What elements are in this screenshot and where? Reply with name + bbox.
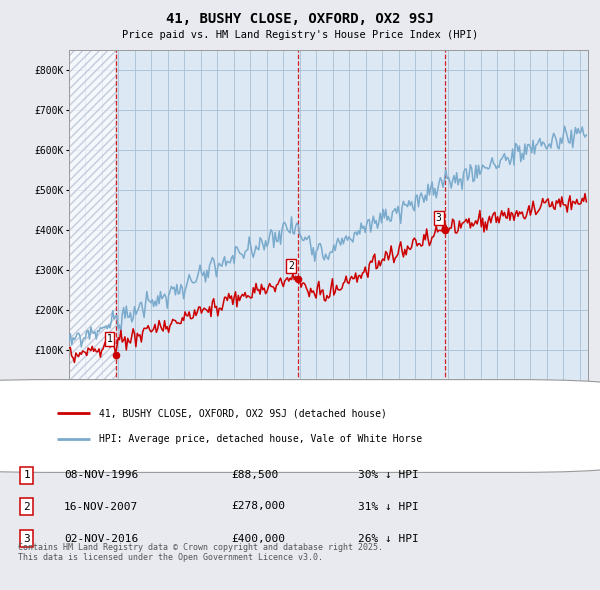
Text: 1: 1 bbox=[107, 334, 112, 344]
Text: 41, BUSHY CLOSE, OXFORD, OX2 9SJ: 41, BUSHY CLOSE, OXFORD, OX2 9SJ bbox=[166, 12, 434, 26]
Text: 30% ↓ HPI: 30% ↓ HPI bbox=[358, 470, 418, 480]
FancyBboxPatch shape bbox=[0, 379, 600, 473]
Text: 08-NOV-1996: 08-NOV-1996 bbox=[64, 470, 138, 480]
Text: £88,500: £88,500 bbox=[231, 470, 278, 480]
Text: £278,000: £278,000 bbox=[231, 502, 285, 512]
Text: 2: 2 bbox=[288, 261, 294, 271]
Text: 31% ↓ HPI: 31% ↓ HPI bbox=[358, 502, 418, 512]
Text: 02-NOV-2016: 02-NOV-2016 bbox=[64, 533, 138, 543]
Text: 16-NOV-2007: 16-NOV-2007 bbox=[64, 502, 138, 512]
Text: 26% ↓ HPI: 26% ↓ HPI bbox=[358, 533, 418, 543]
Text: £400,000: £400,000 bbox=[231, 533, 285, 543]
Text: Contains HM Land Registry data © Crown copyright and database right 2025.
This d: Contains HM Land Registry data © Crown c… bbox=[18, 543, 383, 562]
Text: Price paid vs. HM Land Registry's House Price Index (HPI): Price paid vs. HM Land Registry's House … bbox=[122, 30, 478, 40]
Text: 3: 3 bbox=[23, 533, 30, 543]
Text: 2: 2 bbox=[23, 502, 30, 512]
Text: 3: 3 bbox=[436, 213, 442, 223]
Bar bbox=[69, 50, 116, 390]
Text: HPI: Average price, detached house, Vale of White Horse: HPI: Average price, detached house, Vale… bbox=[100, 434, 422, 444]
Text: 41, BUSHY CLOSE, OXFORD, OX2 9SJ (detached house): 41, BUSHY CLOSE, OXFORD, OX2 9SJ (detach… bbox=[100, 408, 388, 418]
Text: 1: 1 bbox=[23, 470, 30, 480]
